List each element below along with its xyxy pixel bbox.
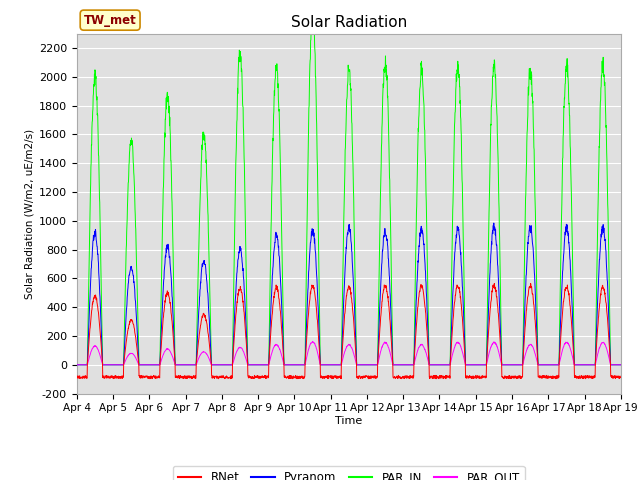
X-axis label: Time: Time [335, 416, 362, 426]
Text: TW_met: TW_met [84, 13, 136, 27]
Title: Solar Radiation: Solar Radiation [291, 15, 407, 30]
Legend: RNet, Pyranom, PAR_IN, PAR_OUT: RNet, Pyranom, PAR_IN, PAR_OUT [173, 466, 525, 480]
Y-axis label: Solar Radiation (W/m2, uE/m2/s): Solar Radiation (W/m2, uE/m2/s) [25, 129, 35, 299]
